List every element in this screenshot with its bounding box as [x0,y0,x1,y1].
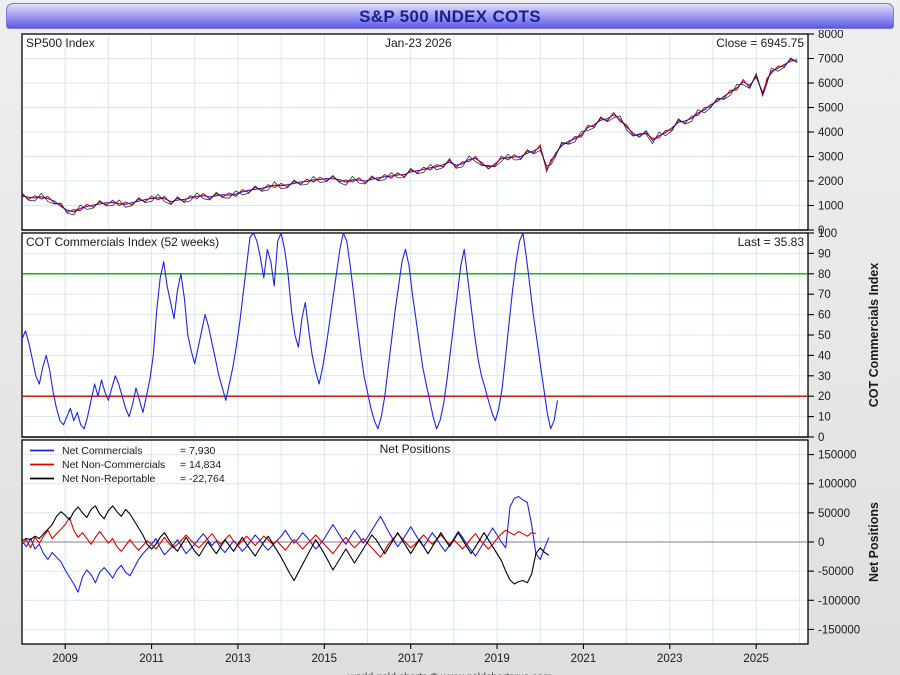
y-axis-label: -50000 [818,566,854,578]
y-axis-label: 3000 [818,152,844,164]
legend-value-0: = 7,930 [180,445,215,457]
y-axis-label: 2000 [818,176,844,188]
price-panel-date: Jan-23 2026 [385,36,452,50]
x-axis-label: 2017 [398,653,424,665]
net-positions-axis-title: Net Positions [867,502,881,582]
y-axis-label: 0 [818,537,824,549]
y-axis-label: 20 [818,391,831,403]
price-panel-close: Close = 6945.75 [716,36,804,50]
y-axis-label: 4000 [818,127,844,139]
footer-credit: world gold charts © www.goldchartsrus.co… [347,671,552,675]
cot-index-axis-title: COT Commercials Index [867,263,881,408]
cot-chart-svg: 0100020003000400050006000700080000102030… [21,30,881,675]
legend-label-1: Net Non-Commercials [62,459,165,471]
series-net-non-commercials [21,516,536,558]
y-axis-label: -100000 [818,595,860,607]
legend-value-1: = 14,834 [180,459,221,471]
y-axis-label: 0 [818,432,824,444]
y-axis-label: 10 [818,412,831,424]
x-axis-label: 2015 [312,653,338,665]
x-axis-label: 2023 [657,653,683,665]
legend-label-2: Net Non-Reportable [62,473,156,485]
legend-value-2: = -22,764 [180,473,225,485]
chart-canvas: 0 1000 2000 3000 4000 5000 6000 7000 8000 0 10 20 30… [0,30,900,675]
x-axis-label: 2011 [139,653,164,665]
series-sp500-index-range [21,57,798,216]
y-axis-label: 90 [818,248,831,260]
y-axis-label: -150000 [818,624,860,636]
x-axis-label: 2025 [743,653,769,665]
y-axis-label: 80 [818,269,831,281]
price-panel-label: SP500 Index [26,36,95,50]
y-axis-label: 1000 [818,201,844,213]
y-axis-label: 150000 [818,450,856,462]
series-cot-commercials-index [21,232,559,430]
x-axis-label: 2021 [571,653,597,665]
y-axis-label: 100000 [818,479,856,491]
y-axis-label: 50 [818,330,831,342]
window-title-bar: S&P 500 INDEX COTS [6,3,894,29]
y-axis-label: 100 [818,228,837,240]
legend-label-0: Net Commercials [62,445,143,457]
y-axis-label: 8000 [818,30,844,41]
y-axis-label: 30 [818,371,831,383]
y-axis-label: 40 [818,350,831,362]
y-axis-label: 6000 [818,78,844,90]
y-axis-label: 0 [818,225,824,237]
y-axis-label: 70 [818,289,831,301]
y-axis-label: 7000 [818,54,844,66]
y-axis-label: 50000 [818,508,850,520]
page-title: S&P 500 INDEX COTS [359,6,541,26]
x-axis-label: 2019 [484,653,510,665]
series-net-non-reportable [21,505,550,585]
cot-panel-last: Last = 35.83 [738,235,805,249]
y-axis-label: 5000 [818,103,844,115]
y-axis-label: 60 [818,310,831,322]
net-positions-panel-label: Net Positions [380,442,451,456]
x-axis-label: 2013 [225,653,251,665]
series-net-commercials [21,495,550,593]
cot-panel-label: COT Commercials Index (52 weeks) [26,235,219,249]
x-axis-label: 2009 [52,653,78,665]
